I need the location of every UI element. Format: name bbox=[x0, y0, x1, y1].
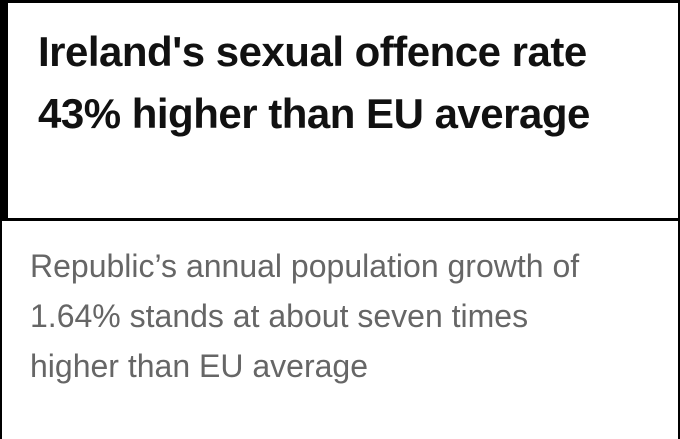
headline-panel: Ireland's sexual offence rate 43% higher… bbox=[0, 0, 680, 221]
headline: Ireland's sexual offence rate 43% higher… bbox=[38, 28, 590, 137]
subheading: Republic’s annual population growth of 1… bbox=[30, 248, 580, 384]
subheading-panel: Republic’s annual population growth of 1… bbox=[0, 221, 680, 439]
